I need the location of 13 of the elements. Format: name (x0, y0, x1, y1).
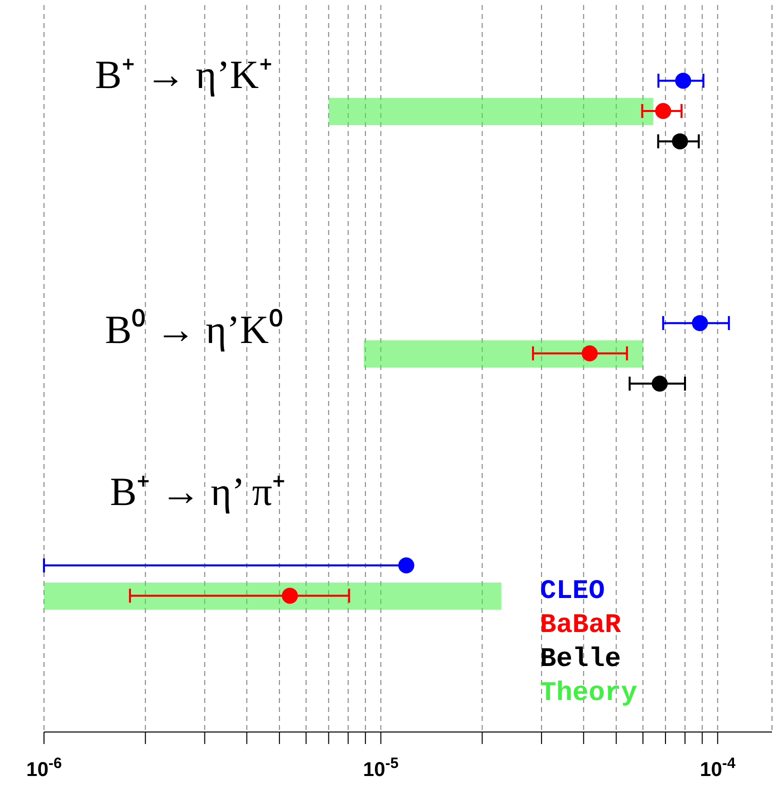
text: Belle (540, 644, 622, 677)
annotation: B⁰ → η’K⁰ (105, 306, 283, 354)
annotation: B⁺ → η’ π⁺ (110, 468, 286, 516)
bar (328, 98, 654, 126)
annotation: B⁺ → η’K⁺ (95, 51, 273, 99)
bar (44, 582, 502, 610)
text: Theory (540, 678, 638, 711)
text: CLEO (540, 576, 606, 609)
x-tick-label: 10$^{-5}$ (363, 754, 399, 781)
x-tick-label: 10$^{-6}$ (26, 754, 62, 781)
text: BaBaR (540, 610, 622, 643)
x-tick-label: 10$^{-4}$ (700, 754, 736, 781)
bar (364, 340, 644, 368)
